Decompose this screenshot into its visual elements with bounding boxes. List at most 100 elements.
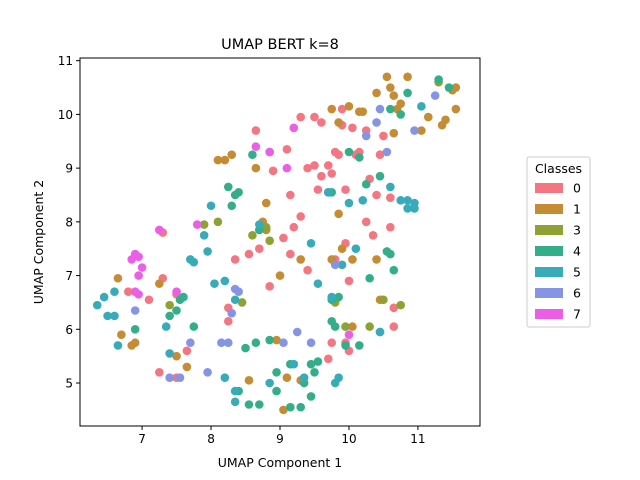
data-point-class-4 xyxy=(223,182,233,192)
data-point-class-1 xyxy=(213,155,223,165)
data-point-class-4 xyxy=(334,292,343,302)
data-point-class-4 xyxy=(272,367,281,377)
data-point-class-3 xyxy=(365,322,374,331)
data-point-class-7 xyxy=(251,142,261,151)
data-point-class-3 xyxy=(341,322,350,331)
data-point-class-0 xyxy=(223,316,233,326)
data-point-class-1 xyxy=(348,322,357,331)
data-point-class-6 xyxy=(292,327,302,337)
data-point-class-0 xyxy=(341,185,350,194)
data-point-class-1 xyxy=(372,88,381,98)
data-point-class-3 xyxy=(237,298,247,307)
data-point-class-4 xyxy=(306,392,316,401)
data-point-class-0 xyxy=(310,161,319,170)
data-point-class-5 xyxy=(161,322,171,331)
data-point-class-4 xyxy=(265,335,274,345)
data-point-class-0 xyxy=(303,265,312,275)
data-point-class-0 xyxy=(230,255,240,264)
y-tick-label: 7 xyxy=(65,269,73,283)
x-ticks: 7 8 9 10 11 xyxy=(138,426,426,446)
data-point-class-1 xyxy=(348,255,357,264)
legend-swatch-class-6 xyxy=(535,288,563,298)
data-point-class-0 xyxy=(279,233,288,243)
data-point-class-1 xyxy=(155,279,164,288)
data-point-class-4 xyxy=(130,325,140,334)
data-point-class-3 xyxy=(165,300,174,310)
data-point-class-1 xyxy=(417,126,426,135)
data-point-class-5 xyxy=(351,244,361,254)
data-point-class-7 xyxy=(134,271,143,280)
data-point-class-0 xyxy=(255,244,264,254)
data-point-class-5 xyxy=(299,373,309,382)
data-point-class-1 xyxy=(130,338,140,348)
data-point-class-1 xyxy=(372,255,381,264)
data-point-class-0 xyxy=(313,185,323,194)
data-point-class-4 xyxy=(355,341,364,350)
data-point-class-1 xyxy=(403,72,412,82)
data-point-class-1 xyxy=(261,198,271,208)
legend-label-class-7: 7 xyxy=(573,307,581,322)
data-point-class-7 xyxy=(155,225,164,235)
data-point-class-4 xyxy=(396,110,405,119)
data-point-class-5 xyxy=(210,279,219,288)
data-point-class-4 xyxy=(306,359,316,369)
legend-label-class-3: 3 xyxy=(573,223,581,238)
data-point-class-6 xyxy=(330,260,340,270)
data-point-class-6 xyxy=(175,373,185,382)
data-point-class-0 xyxy=(268,166,278,176)
data-point-class-0 xyxy=(344,276,354,286)
data-point-class-4 xyxy=(248,150,257,159)
data-point-class-4 xyxy=(355,153,364,162)
data-point-class-0 xyxy=(323,354,333,364)
data-point-class-5 xyxy=(255,220,264,229)
data-point-class-3 xyxy=(396,300,405,310)
data-point-class-5 xyxy=(327,292,337,302)
legend-entries: 0 1 3 4 5 6 7 xyxy=(535,181,581,322)
data-point-class-0 xyxy=(386,193,395,202)
data-point-class-5 xyxy=(403,196,412,205)
y-tick-label: 9 xyxy=(65,162,73,176)
data-point-class-6 xyxy=(227,308,237,318)
data-point-class-7 xyxy=(344,330,354,339)
y-tick-label: 6 xyxy=(65,323,73,337)
data-point-class-4 xyxy=(327,316,337,326)
data-point-class-1 xyxy=(172,351,181,361)
data-point-class-4 xyxy=(386,249,395,259)
data-point-class-1 xyxy=(244,376,254,385)
y-tick-label: 10 xyxy=(58,108,73,122)
data-point-class-4 xyxy=(310,367,319,377)
data-point-class-1 xyxy=(282,373,292,382)
data-point-class-0 xyxy=(265,282,274,291)
data-point-class-4 xyxy=(365,273,374,283)
data-point-class-0 xyxy=(368,230,378,240)
data-point-class-0 xyxy=(361,217,371,227)
data-point-class-0 xyxy=(182,346,192,356)
data-point-class-1 xyxy=(389,128,399,138)
data-point-class-4 xyxy=(444,83,454,92)
data-point-class-1 xyxy=(334,209,343,219)
data-point-class-5 xyxy=(110,311,119,321)
legend-swatch-class-4 xyxy=(535,246,563,256)
data-point-class-0 xyxy=(327,169,337,178)
data-point-class-6 xyxy=(234,287,243,296)
data-point-class-5 xyxy=(230,397,240,407)
data-point-class-5 xyxy=(403,204,412,213)
data-point-class-5 xyxy=(375,327,385,337)
data-point-class-1 xyxy=(296,255,305,264)
data-point-class-7 xyxy=(192,220,202,229)
legend-label-class-1: 1 xyxy=(573,202,581,217)
data-point-class-0 xyxy=(282,145,292,154)
data-point-class-5 xyxy=(165,349,174,358)
data-point-class-1 xyxy=(337,244,347,254)
data-point-class-5 xyxy=(230,295,240,305)
data-point-class-4 xyxy=(244,400,254,409)
data-point-class-6 xyxy=(375,104,385,114)
data-point-class-0 xyxy=(317,118,326,127)
data-point-class-1 xyxy=(117,330,126,339)
data-point-class-1 xyxy=(344,102,354,111)
data-point-class-4 xyxy=(403,88,412,98)
data-point-class-6 xyxy=(130,306,140,315)
data-point-class-4 xyxy=(286,402,295,412)
data-point-class-5 xyxy=(396,196,405,205)
